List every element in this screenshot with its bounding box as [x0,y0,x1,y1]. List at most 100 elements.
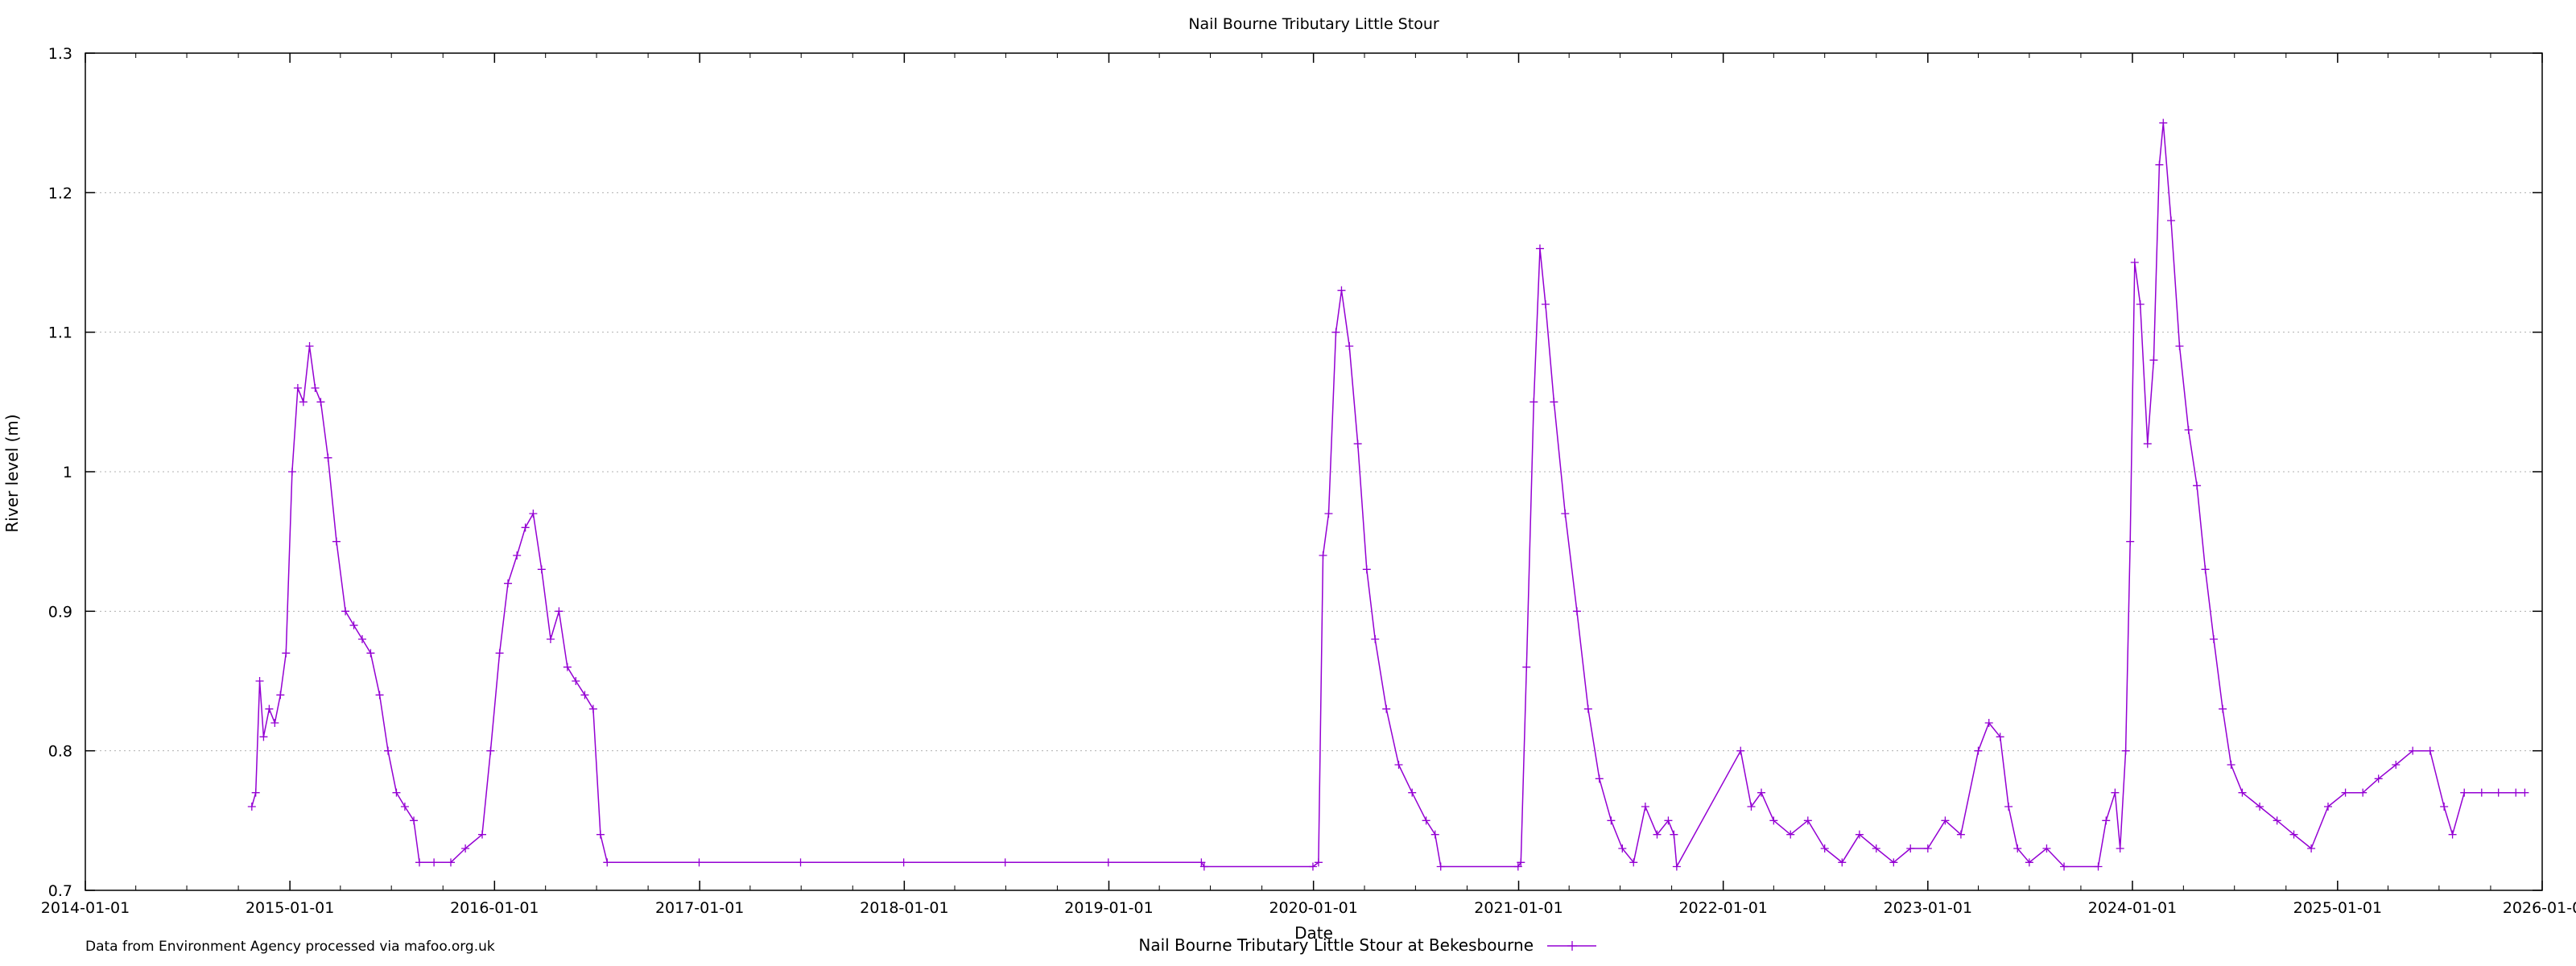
data-point [2175,342,2184,350]
data-point [2440,803,2449,811]
data-point [2149,356,2158,365]
data-point [1371,635,1380,643]
data-point [588,704,597,713]
data-point [1941,816,1950,825]
data-point [247,803,256,811]
data-point [563,663,572,671]
data-point [1394,761,1403,769]
x-tick-label: 2017-01-01 [655,899,744,917]
data-point [2460,788,2469,797]
data-point [2013,844,2022,852]
data-point [1561,510,1570,518]
data-point [410,816,419,825]
data-point [2167,217,2176,225]
data-point [1517,858,1525,867]
data-point [2256,803,2264,811]
data-point [251,788,260,797]
data-point [461,844,470,852]
y-tick-label: 0.8 [48,743,72,761]
data-point [2136,300,2145,308]
data-point [2102,816,2111,825]
data-point [375,691,384,700]
data-point [447,858,456,867]
data-point [1838,858,1847,867]
data-point [1513,862,1522,871]
data-point [2143,440,2152,448]
data-point [1001,858,1009,867]
data-point [2121,746,2130,755]
data-point [572,677,580,685]
data-point [2094,862,2103,871]
legend: Nail Bourne Tributary Little Stour at Be… [1138,935,1596,955]
data-point [2374,774,2383,783]
series-line [251,122,2525,868]
data-point [2042,844,2051,852]
x-tick-label: 2019-01-01 [1064,899,1153,917]
x-axis-label: Date [1294,923,1333,943]
data-point [2520,788,2529,797]
data-point [1769,816,1778,825]
data-point [2025,858,2033,867]
data-point [2392,761,2401,769]
data-point [1530,398,1538,407]
data-point [2425,746,2434,755]
data-point [2219,704,2227,713]
data-point [2359,788,2368,797]
data-point [2409,746,2417,755]
data-point [259,733,268,741]
data-point [1595,774,1604,783]
data-point [486,746,495,755]
y-tick-label: 1.3 [48,45,72,63]
data-point [2341,788,2350,797]
data-point [293,384,302,392]
data-point [1331,328,1340,336]
data-point [1664,816,1673,825]
data-point [2289,830,2298,839]
data-point [357,635,366,643]
y-tick-label: 1.2 [48,184,72,202]
data-point [1889,858,1898,867]
data-point [2060,862,2069,871]
data-point [1996,733,2004,741]
x-tick-label: 2021-01-01 [1474,899,1563,917]
data-point [2238,788,2247,797]
data-point [349,621,358,630]
data-point [603,858,612,867]
data-point [311,384,320,392]
data-point [1757,788,1766,797]
data-point [1324,510,1333,518]
data-point [2227,761,2235,769]
data-point [1353,440,1362,448]
data-point [1337,286,1346,295]
data-point [2126,537,2135,546]
data-point [537,565,546,574]
legend-marker [1567,941,1577,951]
data-point [596,830,605,839]
data-point [2273,816,2281,825]
data-point [1583,704,1592,713]
data-point [2111,788,2120,797]
data-point [1618,844,1627,852]
data-point [270,719,279,727]
data-point [1319,551,1327,559]
data-point [1572,607,1581,616]
data-point [324,453,332,462]
y-tick-label: 0.7 [48,882,72,900]
data-point [1786,830,1795,839]
data-point [1670,830,1678,839]
data-point [265,704,274,713]
data-point [1430,830,1439,839]
data-point [255,677,264,685]
data-point [2324,803,2332,811]
data-point [1984,719,1993,727]
x-tick-label: 2025-01-01 [2293,899,2382,917]
data-point [1641,803,1649,811]
data-point [2448,830,2457,839]
x-tick-label: 2015-01-01 [246,899,334,917]
x-tick-label: 2014-01-01 [41,899,130,917]
x-tick-label: 2020-01-01 [1269,899,1357,917]
data-point [1541,300,1550,308]
data-point [287,468,296,476]
data-point [1308,862,1317,871]
